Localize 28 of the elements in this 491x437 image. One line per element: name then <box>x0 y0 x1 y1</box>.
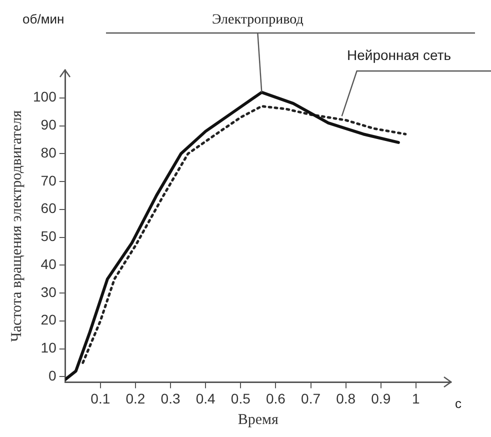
y-tick-label: 10 <box>40 340 57 356</box>
text: Электропривод <box>212 12 304 28</box>
x-tick-label: 0.7 <box>301 390 321 406</box>
y-tick-label: 60 <box>40 200 57 216</box>
x-tick-label: 0.3 <box>160 390 180 406</box>
y-tick-label: 80 <box>40 144 57 160</box>
y-tick-label: 70 <box>40 172 57 188</box>
y-tick-label: 40 <box>40 256 57 272</box>
text: об/мин <box>22 12 64 27</box>
x-tick-label: 1 <box>412 390 420 406</box>
x-tick-label: 0.8 <box>336 390 356 406</box>
y-axis-title: Частота вращения электродвигателя <box>8 110 25 342</box>
y-tick-label: 90 <box>40 116 57 133</box>
line-series <box>82 104 407 364</box>
y-tick-label: 100 <box>33 88 57 105</box>
x-tick-label: 0.2 <box>126 390 146 406</box>
x-tick-label: 0.1 <box>90 390 110 406</box>
text: с <box>455 396 462 411</box>
y-tick-label: 50 <box>40 228 57 244</box>
x-tick-label: 0.6 <box>266 390 286 406</box>
x-tick-label: 0.4 <box>196 390 216 406</box>
x-tick-label: 0.9 <box>371 390 391 406</box>
x-axis-title: Время <box>238 412 279 428</box>
y-tick-label: 0 <box>48 367 57 384</box>
text: Нейронная сеть <box>347 46 452 63</box>
y-tick-label: 30 <box>40 284 57 300</box>
y-tick-label: 20 <box>40 312 57 328</box>
x-tick-label: 0.5 <box>230 390 251 406</box>
